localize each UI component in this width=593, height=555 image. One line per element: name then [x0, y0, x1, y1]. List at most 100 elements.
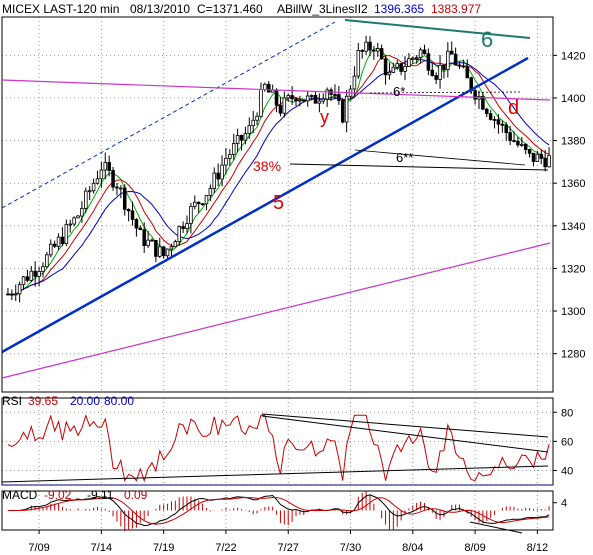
- candle-body: [103, 162, 108, 171]
- candle-body: [376, 48, 380, 52]
- rsi-upper-trendline: [261, 413, 549, 438]
- candle-body: [504, 124, 508, 134]
- candle-body: [208, 188, 213, 196]
- candle-body: [539, 153, 544, 159]
- rsi-level-low: 20.00: [70, 394, 100, 408]
- trendlines: [1, 19, 551, 379]
- panel-frames: [1, 16, 554, 531]
- main-panel-frame: [1, 16, 554, 393]
- candle-body: [111, 170, 115, 188]
- candle-body: [146, 239, 150, 246]
- candle-body: [200, 203, 205, 206]
- candle-body: [165, 248, 170, 257]
- candle-body: [344, 95, 349, 123]
- candle-body: [274, 89, 279, 106]
- macd-ytick-label: 4: [561, 498, 567, 510]
- candle-body: [142, 229, 146, 246]
- candle-body: [500, 123, 505, 126]
- x-tick-label: 7/09: [28, 542, 49, 554]
- candle-body: [414, 57, 419, 59]
- candle-body: [399, 63, 403, 72]
- candle-body: [473, 90, 477, 100]
- candle-body: [430, 69, 435, 76]
- candle-body: [403, 66, 407, 72]
- candle-body: [438, 64, 442, 80]
- candle-body: [204, 195, 209, 205]
- candle-body: [356, 50, 361, 77]
- candle-body: [391, 66, 396, 73]
- candle-body: [95, 178, 100, 184]
- candle-body: [138, 227, 143, 231]
- macd-hist-value: 0.09: [124, 488, 148, 502]
- candle-body: [177, 226, 181, 242]
- candle-body: [531, 152, 536, 162]
- candle-body: [185, 223, 189, 229]
- candle-body: [321, 98, 326, 102]
- rsi-series: [1, 413, 553, 486]
- candle-body: [457, 64, 462, 67]
- x-tick-label: 7/30: [340, 542, 361, 554]
- candle-body: [434, 75, 438, 80]
- x-tick-label: 8/12: [527, 542, 548, 554]
- main-ytick-label: 1380: [561, 136, 585, 148]
- candle-body: [313, 95, 318, 104]
- candle-body: [115, 186, 119, 189]
- candle-body: [535, 153, 540, 162]
- candle-body: [119, 187, 123, 190]
- rsi-ytick-label: 80: [561, 407, 573, 419]
- candle-body: [298, 99, 302, 102]
- candle-body: [255, 115, 259, 121]
- indicator-value-1: 1396.365: [374, 2, 424, 16]
- wave-label-6-star: 6*: [393, 84, 405, 99]
- macd-panel-frame: [1, 490, 554, 531]
- candle-body: [446, 50, 450, 70]
- candle-body: [426, 53, 431, 71]
- candle-body: [72, 217, 76, 225]
- rsi-line: [7, 414, 550, 483]
- candle-body: [465, 66, 470, 79]
- macd-signal-value: -9.11: [87, 488, 114, 502]
- magenta-upper-line: [1, 79, 551, 101]
- indicator-name: ABillW_3LinesII2: [277, 2, 368, 16]
- candle-body: [193, 201, 197, 207]
- macd-series: [7, 491, 550, 534]
- candle-body: [17, 284, 22, 295]
- candle-body: [235, 135, 240, 144]
- channel-dashed-line: [1, 21, 336, 209]
- main-series: [6, 35, 551, 303]
- candle-body: [99, 169, 104, 180]
- candle-body: [485, 108, 489, 115]
- candle-body: [224, 157, 228, 166]
- candle-body: [422, 49, 427, 55]
- main-ytick-label: 1340: [561, 221, 585, 233]
- candle-body: [80, 208, 84, 217]
- macd-signal-line: [7, 496, 550, 525]
- candle-body: [130, 210, 135, 220]
- candle-body: [21, 276, 26, 286]
- line-6-double-star: [289, 163, 549, 171]
- macd-line: [7, 494, 550, 527]
- candle-body: [68, 223, 72, 226]
- candle-body: [37, 271, 41, 277]
- candle-body: [512, 140, 516, 142]
- x-tick-label: 8/09: [464, 542, 485, 554]
- candle-body: [360, 50, 364, 52]
- candle-body: [547, 154, 551, 168]
- candle-body: [302, 99, 306, 102]
- main-ytick-label: 1280: [561, 349, 585, 361]
- candle-body: [150, 239, 154, 242]
- candle-body: [56, 236, 61, 247]
- candle-body: [263, 83, 267, 91]
- rsi-value: 39.65: [28, 394, 58, 408]
- candle-body: [520, 143, 524, 146]
- candle-body: [492, 119, 497, 121]
- candle-body: [189, 206, 193, 224]
- candle-body: [6, 293, 10, 296]
- candle-body: [122, 187, 127, 210]
- candle-body: [418, 49, 423, 58]
- candle-body: [251, 119, 255, 127]
- gridlines: [2, 17, 553, 530]
- fib-label-38: 38%: [253, 158, 281, 174]
- x-tick-label: 7/14: [91, 542, 112, 554]
